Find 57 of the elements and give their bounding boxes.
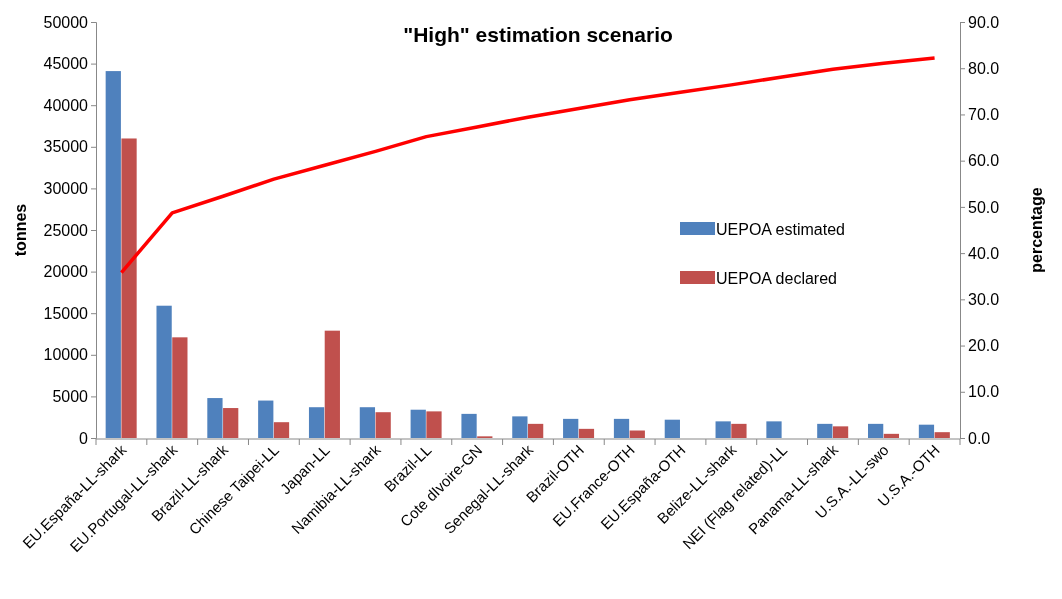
bar	[258, 400, 274, 438]
y2-tick-label: 30.0	[968, 290, 1000, 308]
bar	[121, 138, 137, 438]
y2-tick-label: 70.0	[968, 106, 1000, 124]
y-tick-label: 20000	[43, 263, 89, 281]
bar	[934, 432, 950, 438]
bar	[359, 407, 376, 438]
y2-axis-title: percentage	[1028, 187, 1045, 273]
bar	[766, 421, 782, 438]
y2-tick-label: 80.0	[968, 59, 1000, 77]
bar	[273, 422, 290, 438]
y2-tick-label: 10.0	[968, 383, 1000, 401]
bar	[426, 411, 442, 438]
y2-tick-label: 0.0	[968, 429, 991, 447]
y-tick-label: 40000	[43, 96, 89, 114]
bar	[461, 413, 477, 438]
bar	[731, 423, 747, 438]
y-tick-label: 15000	[43, 304, 89, 322]
y2-tick-label: 40.0	[968, 244, 1000, 262]
bar	[629, 430, 645, 438]
legend-label: UEPOA declared	[716, 270, 837, 287]
bar	[105, 71, 121, 438]
y-tick-label: 5000	[52, 388, 89, 406]
bar	[512, 416, 528, 438]
bar	[613, 418, 630, 438]
bar	[817, 423, 833, 438]
bar	[324, 330, 340, 438]
bar	[528, 423, 544, 438]
y2-tick-label: 90.0	[968, 13, 1000, 31]
bar	[883, 433, 900, 438]
bar	[308, 407, 325, 438]
y-tick-label: 10000	[43, 346, 89, 364]
y-tick-label: 50000	[43, 13, 89, 31]
y-tick-label: 30000	[43, 180, 89, 198]
legend-label: UEPOA estimated	[716, 221, 845, 238]
bar	[223, 408, 239, 438]
y2-tick-label: 20.0	[968, 337, 1000, 355]
bar	[918, 424, 935, 438]
y2-tick-label: 50.0	[968, 198, 1000, 216]
bar	[172, 337, 188, 438]
bar	[563, 418, 579, 438]
y2-tick-label: 60.0	[968, 152, 1000, 170]
y-axis-title: tonnes	[12, 203, 29, 257]
y-tick-label: 25000	[43, 221, 89, 239]
bar	[375, 412, 391, 438]
bar	[664, 419, 680, 438]
chart-title: "High" estimation scenario	[403, 23, 673, 46]
bar	[578, 428, 595, 438]
bar	[832, 426, 849, 438]
bar	[156, 305, 172, 438]
bar	[715, 421, 731, 438]
bar	[868, 423, 884, 438]
bar	[207, 398, 223, 438]
y-tick-label: 45000	[43, 55, 89, 73]
y-tick-label: 0	[79, 429, 89, 447]
y-tick-label: 35000	[43, 138, 89, 156]
bar	[410, 409, 426, 438]
